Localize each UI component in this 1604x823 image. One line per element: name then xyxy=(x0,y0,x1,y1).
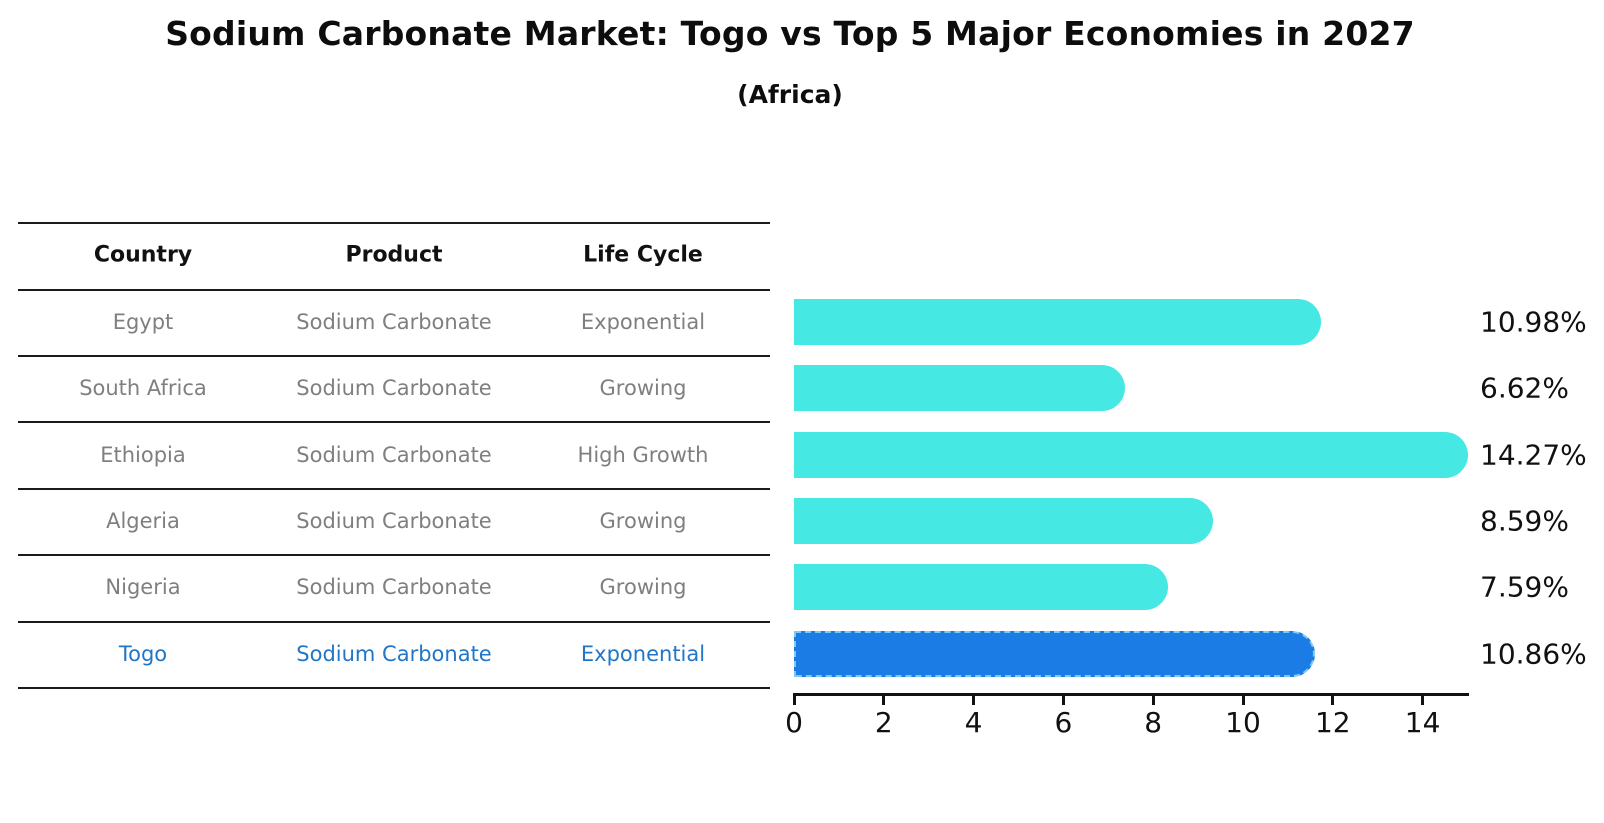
table-separator-line xyxy=(18,355,770,357)
bar-value-label: 6.62% xyxy=(1480,371,1569,405)
table-separator-line xyxy=(18,487,770,490)
x-tick-label: 6 xyxy=(1054,706,1073,739)
table-cell-country: South Africa xyxy=(79,376,207,401)
x-tick-label: 10 xyxy=(1225,706,1261,739)
x-tick-mark xyxy=(1151,694,1155,705)
table-cell-life-cycle: High Growth xyxy=(577,442,709,467)
x-tick-label: 2 xyxy=(874,706,893,739)
bar-nigeria xyxy=(794,564,1169,611)
bar-ethiopia xyxy=(794,431,1468,478)
x-tick-mark xyxy=(1241,694,1245,705)
table-separator-line xyxy=(18,554,770,557)
x-tick-mark xyxy=(792,694,796,705)
bar-value-label: 8.59% xyxy=(1480,504,1569,538)
table-cell-country: Egypt xyxy=(112,309,174,334)
table-cell-country: Ethiopia xyxy=(100,442,186,467)
x-tick-mark xyxy=(1061,694,1065,705)
table-cell-life-cycle: Growing xyxy=(599,575,687,600)
x-tick-label: 12 xyxy=(1314,706,1351,739)
table-cell-life-cycle: Exponential xyxy=(580,309,706,334)
chart-title: Sodium Carbonate Market: Togo vs Top 5 M… xyxy=(165,14,1415,53)
bar-algeria xyxy=(794,498,1214,544)
x-tick-label: 4 xyxy=(964,706,983,739)
table-cell-life-cycle: Growing xyxy=(599,376,687,401)
table-header-life-cycle: Life Cycle xyxy=(583,242,703,268)
bar-value-label: 14.27% xyxy=(1480,438,1587,472)
table-cell-product: Sodium Carbonate xyxy=(296,376,492,401)
table-cell-country: Togo xyxy=(118,641,168,666)
table-cell-product: Sodium Carbonate xyxy=(296,442,492,467)
x-tick-label: 14 xyxy=(1404,706,1441,739)
table-cell-product: Sodium Carbonate xyxy=(296,641,492,666)
table-separator-line xyxy=(18,222,770,224)
bar-value-label: 10.98% xyxy=(1480,305,1587,339)
bar-value-label: 10.86% xyxy=(1480,637,1587,671)
bar-togo xyxy=(794,630,1316,677)
x-tick-mark xyxy=(1331,694,1335,705)
table-cell-country: Nigeria xyxy=(105,575,181,600)
table-separator-line xyxy=(18,620,770,623)
table-cell-product: Sodium Carbonate xyxy=(296,509,492,533)
bar-value-label: 7.59% xyxy=(1480,570,1569,604)
table-separator-line xyxy=(18,687,770,689)
x-tick-label: 8 xyxy=(1144,706,1163,739)
table-cell-country: Algeria xyxy=(106,509,180,533)
x-tick-mark xyxy=(1421,694,1425,705)
x-tick-mark xyxy=(972,694,976,705)
x-axis-spine xyxy=(793,693,1469,696)
table-header-country: Country xyxy=(93,242,193,268)
table-cell-life-cycle: Exponential xyxy=(580,641,706,666)
table-separator-line xyxy=(18,421,770,424)
x-tick-label: 0 xyxy=(785,706,803,739)
table-separator-line xyxy=(18,288,770,291)
table-cell-life-cycle: Growing xyxy=(599,509,687,533)
x-tick-mark xyxy=(882,694,886,705)
bar-south-africa xyxy=(794,365,1125,412)
table-cell-product: Sodium Carbonate xyxy=(296,309,492,334)
chart-subtitle: (Africa) xyxy=(737,80,843,109)
table-header-product: Product xyxy=(345,242,443,268)
bar-egypt xyxy=(794,298,1321,345)
table-cell-product: Sodium Carbonate xyxy=(296,575,492,600)
